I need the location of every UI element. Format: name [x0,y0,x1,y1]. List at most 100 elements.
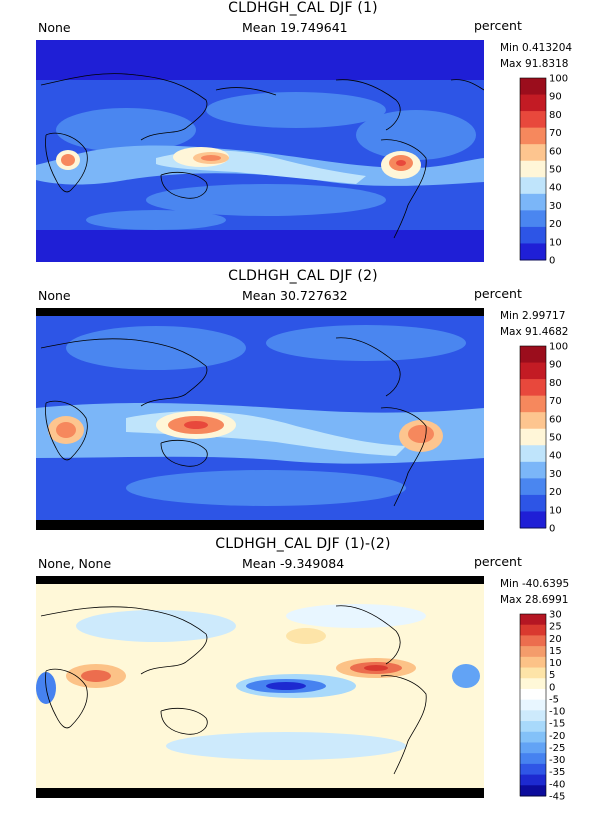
panel-1: CLDHGH_CAL DJF (1) None Mean 19.749641 p… [0,0,606,270]
colorbar-swatch [520,193,546,211]
colorbar-swatch [520,226,546,244]
colorbar-swatch [520,144,546,162]
colorbar-swatch [520,111,546,129]
colorbar-tick-label: 60 [549,146,562,157]
colorbar-swatch [520,160,546,178]
colorbar-tick-label: 90 [549,360,562,371]
panel-title: CLDHGH_CAL DJF (1) [228,0,378,16]
colorbar-tick-label: 30 [549,469,562,480]
colorbar-swatch [520,445,546,463]
colorbar-tick-label: 0 [549,682,555,693]
colorbar-tick-label: -45 [549,792,565,803]
colorbar-swatch [520,511,546,529]
colorbar-swatch [520,78,546,96]
colorbar-tick-label: 80 [549,110,562,121]
colorbar-tick-label: 50 [549,165,562,176]
max-label: Max 91.4682 [500,326,569,338]
variable-label: None [38,288,71,303]
colorbar-tick-label: -40 [549,779,565,790]
colorbar-tick-label: 100 [549,74,568,85]
colorbar-tick-label: 10 [549,237,562,248]
colorbar-tick-label: 25 [549,622,562,633]
panel-2: CLDHGH_CAL DJF (2) None Mean 30.727632 p… [0,268,606,538]
colorbar-tick-label: 15 [549,646,562,657]
colorbar-tick-label: 20 [549,487,562,498]
colorbar-swatch [520,177,546,195]
colorbar-tick-label: 50 [549,433,562,444]
colorbar-tick-label: -5 [549,694,559,705]
colorbar-swatch [520,624,546,636]
colorbar-swatch [520,494,546,512]
colorbar-swatch [520,395,546,413]
map-panel-3 [36,576,484,798]
colorbar-swatch [520,710,546,722]
colorbar-swatch [520,379,546,397]
max-label: Max 91.8318 [500,58,569,70]
colorbar-swatch [520,688,546,701]
colorbar-tick-label: -35 [549,767,565,778]
map-panel-1 [36,40,484,262]
colorbar-swatch [520,656,546,669]
colorbar-swatch [520,210,546,228]
colorbar-border [519,345,547,529]
mean-label: Mean -9.349084 [242,556,345,571]
colorbar-tick-label: -20 [549,731,565,742]
colorbar-swatch [520,461,546,479]
units-label: percent [474,554,522,569]
colorbar-tick-label: 40 [549,183,562,194]
colorbar-swatch [520,699,546,711]
colorbar-border [519,613,547,797]
colorbar-tick-label: -15 [549,719,565,730]
colorbar-swatch [520,646,546,658]
colorbar-tick-label: 40 [549,451,562,462]
colorbar-swatch [520,731,546,743]
colorbar-border [519,77,547,261]
units-label: percent [474,286,522,301]
colorbar-swatch [520,412,546,430]
colorbar-2: 100 90 80 70 60 50 40 30 20 10 0 [519,342,568,535]
colorbar-swatch [520,346,546,364]
colorbar-tick-label: 10 [549,658,562,669]
mean-label: Mean 30.727632 [242,288,348,303]
panel-title: CLDHGH_CAL DJF (1)-(2) [215,536,391,552]
min-label: Min -40.6395 [500,578,570,590]
colorbar-tick-label: 70 [549,128,562,139]
colorbar-tick-label: 80 [549,378,562,389]
colorbar-tick-label: 90 [549,92,562,103]
colorbar-tick-label: 60 [549,414,562,425]
colorbar-tick-label: 30 [549,201,562,212]
colorbar-swatch [520,94,546,112]
colorbar-tick-label: -30 [549,755,565,766]
colorbar-3: 30 25 20 15 10 5 0 -5 -10 -15 -20 -25 -30 -35 -40 -45 [519,610,565,803]
colorbar-swatch [520,753,546,765]
min-label: Min 0.413204 [500,42,573,54]
colorbar-swatch [520,667,546,679]
colorbar-tick-label: 0 [549,524,555,535]
colorbar-1: 100 90 80 70 60 50 40 30 20 10 0 [519,74,568,267]
colorbar-swatch [520,614,546,626]
colorbar-swatch [520,478,546,496]
panel-title: CLDHGH_CAL DJF (2) [228,268,378,284]
colorbar-tick-label: 5 [549,670,555,681]
colorbar-tick-label: 20 [549,634,562,645]
colorbar-tick-label: 20 [549,219,562,230]
colorbar-swatch [520,721,546,733]
colorbar-swatch [520,678,546,690]
variable-label: None, None [38,556,112,571]
max-label: Max 28.6991 [500,594,569,606]
colorbar-tick-label: 30 [549,610,562,621]
min-label: Min 2.99717 [500,310,566,322]
colorbar-swatch [520,428,546,446]
units-label: percent [474,18,522,33]
panel-3: CLDHGH_CAL DJF (1)-(2) None, None Mean -… [0,536,606,806]
colorbar-swatch [520,362,546,380]
colorbar-tick-label: 100 [549,342,568,353]
colorbar-tick-label: 70 [549,396,562,407]
colorbar-swatch [520,774,546,786]
colorbar-swatch [520,243,546,261]
colorbar-swatch [520,742,546,754]
variable-label: None [38,20,71,35]
colorbar-tick-label: 0 [549,256,555,267]
colorbar-tick-label: -10 [549,707,565,718]
map-panel-2 [36,308,484,530]
